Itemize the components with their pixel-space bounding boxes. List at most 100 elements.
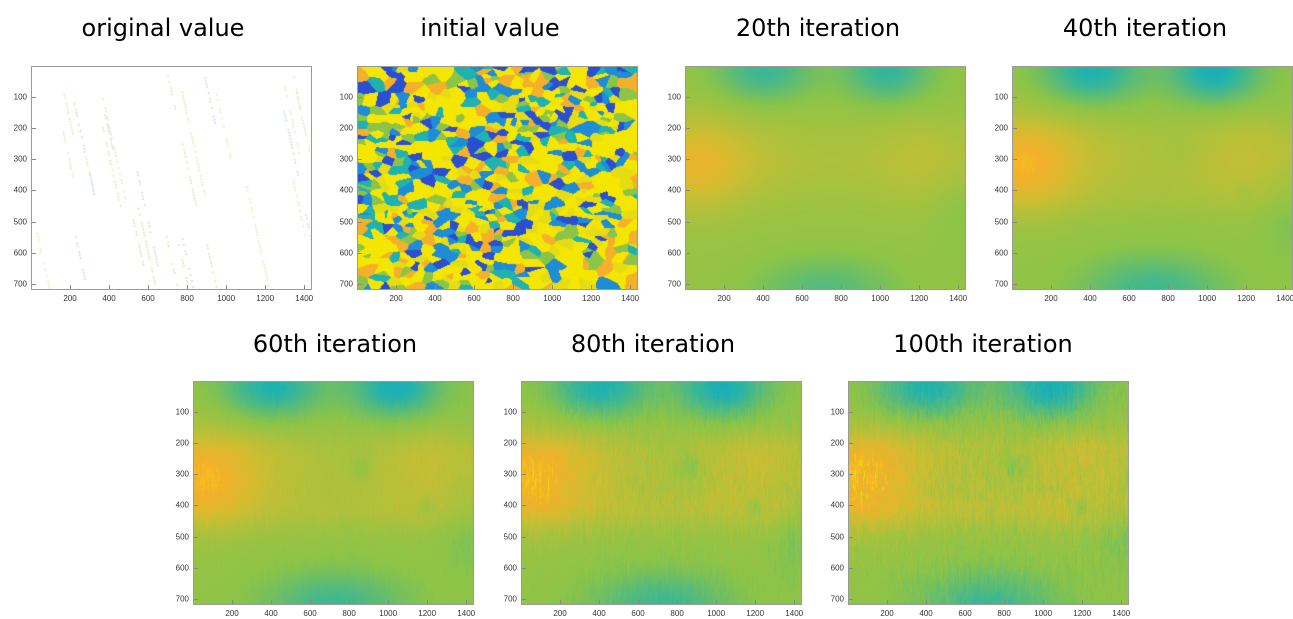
x-tick-label: 200 bbox=[1044, 294, 1058, 303]
y-tick-label: 600 bbox=[667, 248, 681, 258]
x-tick-mark bbox=[265, 285, 267, 289]
x-tick-mark bbox=[271, 600, 273, 604]
x-tick-mark bbox=[396, 285, 398, 289]
y-tick-label: 300 bbox=[13, 154, 27, 164]
y-tick-mark bbox=[686, 252, 690, 254]
y-tick-mark bbox=[522, 474, 526, 476]
x-tick-mark bbox=[763, 285, 765, 289]
x-tick-mark bbox=[232, 600, 234, 604]
x-tick-label: 800 bbox=[1161, 294, 1175, 303]
y-tick-label: 200 bbox=[339, 123, 353, 133]
panel-title: original value bbox=[81, 14, 245, 42]
y-tick-label: 700 bbox=[503, 594, 517, 604]
plot-area bbox=[193, 381, 474, 605]
y-tick-label: 700 bbox=[830, 594, 844, 604]
x-tick-mark bbox=[630, 285, 632, 289]
y-tick-mark bbox=[32, 128, 36, 130]
y-tick-label: 600 bbox=[13, 248, 27, 258]
panel-title: 60th iteration bbox=[252, 330, 418, 358]
x-tick-label: 1000 bbox=[707, 609, 726, 618]
y-tick-mark bbox=[849, 536, 853, 538]
x-tick-mark bbox=[958, 285, 960, 289]
panel-title: 80th iteration bbox=[570, 330, 736, 358]
y-tick-label: 400 bbox=[503, 500, 517, 510]
y-tick-mark bbox=[358, 283, 362, 285]
y-tick-label: 200 bbox=[830, 438, 844, 448]
x-tick-mark bbox=[349, 600, 351, 604]
x-tick-mark bbox=[226, 285, 228, 289]
y-tick-label: 300 bbox=[830, 469, 844, 479]
x-tick-label: 400 bbox=[102, 294, 116, 303]
y-tick-label: 200 bbox=[175, 438, 189, 448]
x-tick-label: 1400 bbox=[621, 294, 640, 303]
panel-title: initial value bbox=[420, 14, 560, 42]
x-tick-label: 400 bbox=[428, 294, 442, 303]
heatmap-image bbox=[32, 67, 311, 289]
y-tick-label: 700 bbox=[13, 279, 27, 289]
y-tick-label: 100 bbox=[830, 407, 844, 417]
x-tick-label: 400 bbox=[919, 609, 933, 618]
x-tick-label: 1200 bbox=[582, 294, 601, 303]
y-tick-label: 500 bbox=[667, 217, 681, 227]
x-tick-label: 600 bbox=[1122, 294, 1136, 303]
panel-title: 20th iteration bbox=[735, 14, 901, 42]
y-tick-label: 100 bbox=[503, 407, 517, 417]
x-tick-mark bbox=[965, 600, 967, 604]
y-tick-mark bbox=[849, 474, 853, 476]
y-tick-mark bbox=[1013, 190, 1017, 192]
x-tick-label: 1400 bbox=[949, 294, 968, 303]
x-tick-mark bbox=[1207, 285, 1209, 289]
y-tick-mark bbox=[194, 474, 198, 476]
y-tick-mark bbox=[358, 252, 362, 254]
y-tick-mark bbox=[1013, 159, 1017, 161]
x-tick-mark bbox=[513, 285, 515, 289]
heatmap-image bbox=[1013, 67, 1292, 289]
y-tick-mark bbox=[194, 412, 198, 414]
x-tick-mark bbox=[109, 285, 111, 289]
x-tick-mark bbox=[677, 600, 679, 604]
y-tick-mark bbox=[522, 567, 526, 569]
y-tick-mark bbox=[1013, 283, 1017, 285]
y-tick-mark bbox=[686, 97, 690, 99]
y-tick-mark bbox=[194, 505, 198, 507]
plot-area bbox=[521, 381, 802, 605]
x-tick-mark bbox=[1129, 285, 1131, 289]
y-tick-mark bbox=[1013, 221, 1017, 223]
y-tick-mark bbox=[522, 443, 526, 445]
y-tick-mark bbox=[686, 128, 690, 130]
x-tick-label: 400 bbox=[756, 294, 770, 303]
x-tick-label: 600 bbox=[141, 294, 155, 303]
x-tick-mark bbox=[304, 285, 306, 289]
x-tick-label: 800 bbox=[834, 294, 848, 303]
x-tick-label: 1200 bbox=[910, 294, 929, 303]
x-tick-label: 1200 bbox=[256, 294, 275, 303]
x-tick-label: 1400 bbox=[1276, 294, 1293, 303]
plot-area bbox=[1012, 66, 1293, 290]
x-tick-mark bbox=[1168, 285, 1170, 289]
x-tick-label: 1400 bbox=[1112, 609, 1131, 618]
y-tick-mark bbox=[1013, 252, 1017, 254]
x-tick-mark bbox=[1285, 285, 1287, 289]
y-tick-label: 600 bbox=[503, 563, 517, 573]
x-tick-label: 1000 bbox=[543, 294, 562, 303]
y-tick-mark bbox=[686, 159, 690, 161]
x-tick-mark bbox=[887, 600, 889, 604]
y-tick-label: 400 bbox=[175, 500, 189, 510]
y-tick-mark bbox=[32, 252, 36, 254]
y-tick-label: 400 bbox=[339, 185, 353, 195]
y-tick-label: 700 bbox=[339, 279, 353, 289]
y-tick-label: 300 bbox=[994, 154, 1008, 164]
heatmap-image bbox=[849, 382, 1128, 604]
y-tick-mark bbox=[686, 190, 690, 192]
x-tick-label: 1000 bbox=[1034, 609, 1053, 618]
x-tick-label: 200 bbox=[880, 609, 894, 618]
x-tick-label: 1000 bbox=[871, 294, 890, 303]
x-tick-label: 600 bbox=[631, 609, 645, 618]
panel-title: 40th iteration bbox=[1062, 14, 1228, 42]
y-tick-label: 600 bbox=[994, 248, 1008, 258]
x-tick-label: 1200 bbox=[418, 609, 437, 618]
y-tick-label: 500 bbox=[175, 532, 189, 542]
plot-area bbox=[685, 66, 966, 290]
heatmap-image bbox=[194, 382, 473, 604]
y-tick-mark bbox=[194, 567, 198, 569]
